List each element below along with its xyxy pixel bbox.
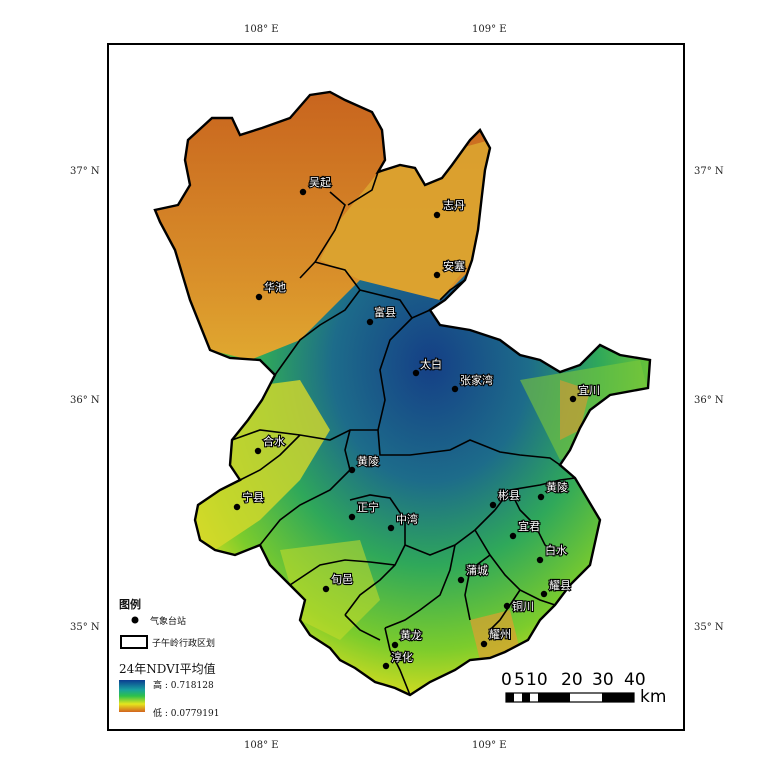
station-label: 富县 bbox=[374, 305, 396, 319]
station-label: 安塞 bbox=[443, 259, 465, 273]
station-point bbox=[569, 395, 577, 403]
station-point bbox=[387, 524, 395, 532]
station-point bbox=[489, 501, 497, 509]
station-label: 中湾 bbox=[396, 512, 418, 526]
station-point bbox=[412, 369, 420, 377]
scale-unit: km bbox=[640, 687, 667, 707]
right-tick-35: 35° N bbox=[694, 622, 724, 633]
station-point bbox=[322, 585, 330, 593]
station-point bbox=[233, 503, 241, 511]
bottom-tick-109: 109° E bbox=[472, 740, 507, 751]
scale-label-20: 20 bbox=[561, 670, 583, 690]
station-point bbox=[480, 640, 488, 648]
scale-label-10: 10 bbox=[526, 670, 548, 690]
station-label: 黄陵 bbox=[546, 480, 568, 494]
station-markers bbox=[233, 188, 577, 670]
scale-label-40: 40 bbox=[624, 670, 646, 690]
station-point bbox=[366, 318, 374, 326]
legend-station-symbol bbox=[131, 616, 139, 624]
station-point bbox=[457, 576, 465, 584]
top-tick-109: 109° E bbox=[472, 24, 507, 35]
station-label: 张家湾 bbox=[460, 373, 493, 387]
station-label: 合水 bbox=[263, 434, 285, 448]
station-label: 太白 bbox=[420, 357, 442, 371]
bottom-tick-108: 108° E bbox=[244, 740, 279, 751]
station-labels: 吴起 志丹 安塞 华池 富县 太白 张家湾 宜川 合水 黄陵 宁县 正宁 中湾 … bbox=[241, 175, 601, 665]
station-point bbox=[254, 447, 262, 455]
station-point bbox=[391, 641, 399, 649]
station-label: 宜川 bbox=[578, 383, 600, 397]
left-tick-35: 35° N bbox=[70, 622, 100, 633]
station-label: 吴起 bbox=[309, 176, 331, 189]
legend-station-label: 气象台站 bbox=[150, 617, 187, 627]
station-label: 白水 bbox=[545, 543, 567, 557]
station-point bbox=[255, 293, 263, 301]
scale-label-0: 0 bbox=[501, 670, 512, 690]
station-point bbox=[433, 271, 441, 279]
legend-boundary-symbol bbox=[120, 635, 148, 649]
legend-boundary-label: 子午岭行政区划 bbox=[152, 639, 216, 649]
county-boundaries bbox=[231, 171, 576, 696]
station-point bbox=[348, 513, 356, 521]
station-point bbox=[348, 466, 356, 474]
station-label: 宜君 bbox=[518, 519, 540, 533]
right-tick-36: 36° N bbox=[694, 395, 724, 406]
station-label: 黄陵 bbox=[357, 454, 379, 468]
station-point bbox=[536, 556, 544, 564]
station-label: 旬邑 bbox=[331, 573, 353, 586]
station-label: 耀州 bbox=[489, 628, 511, 641]
scale-bar bbox=[505, 692, 635, 703]
station-label: 黄龙 bbox=[400, 628, 422, 642]
station-label: 志丹 bbox=[443, 199, 465, 212]
station-label: 正宁 bbox=[357, 500, 379, 514]
station-point bbox=[382, 662, 390, 670]
station-point bbox=[509, 532, 517, 540]
legend-low-label: 低 : 0.0779191 bbox=[153, 709, 220, 719]
station-label: 淳化 bbox=[391, 650, 413, 664]
left-tick-37: 37° N bbox=[70, 166, 100, 177]
station-label: 宁县 bbox=[242, 490, 264, 504]
right-tick-37: 37° N bbox=[694, 166, 724, 177]
station-label: 彬县 bbox=[498, 489, 520, 502]
station-point bbox=[540, 590, 548, 598]
station-point bbox=[451, 385, 459, 393]
station-point bbox=[299, 188, 307, 196]
left-tick-36: 36° N bbox=[70, 395, 100, 406]
station-point bbox=[503, 602, 511, 610]
legend-ndvi-colorbar bbox=[119, 680, 145, 712]
station-label: 蒲城 bbox=[466, 563, 488, 577]
station-label: 耀县 bbox=[549, 579, 571, 592]
scale-label-5: 5 bbox=[514, 670, 525, 690]
top-tick-108: 108° E bbox=[244, 24, 279, 35]
legend-title: 图例 bbox=[119, 598, 141, 611]
scale-label-30: 30 bbox=[592, 670, 614, 690]
station-point bbox=[433, 211, 441, 219]
legend-high-label: 高 : 0.718128 bbox=[153, 681, 214, 691]
station-label: 华池 bbox=[264, 280, 286, 294]
station-point bbox=[537, 493, 545, 501]
station-label: 铜川 bbox=[512, 599, 534, 613]
legend-ndvi-title: 24年NDVI平均值 bbox=[119, 662, 216, 676]
